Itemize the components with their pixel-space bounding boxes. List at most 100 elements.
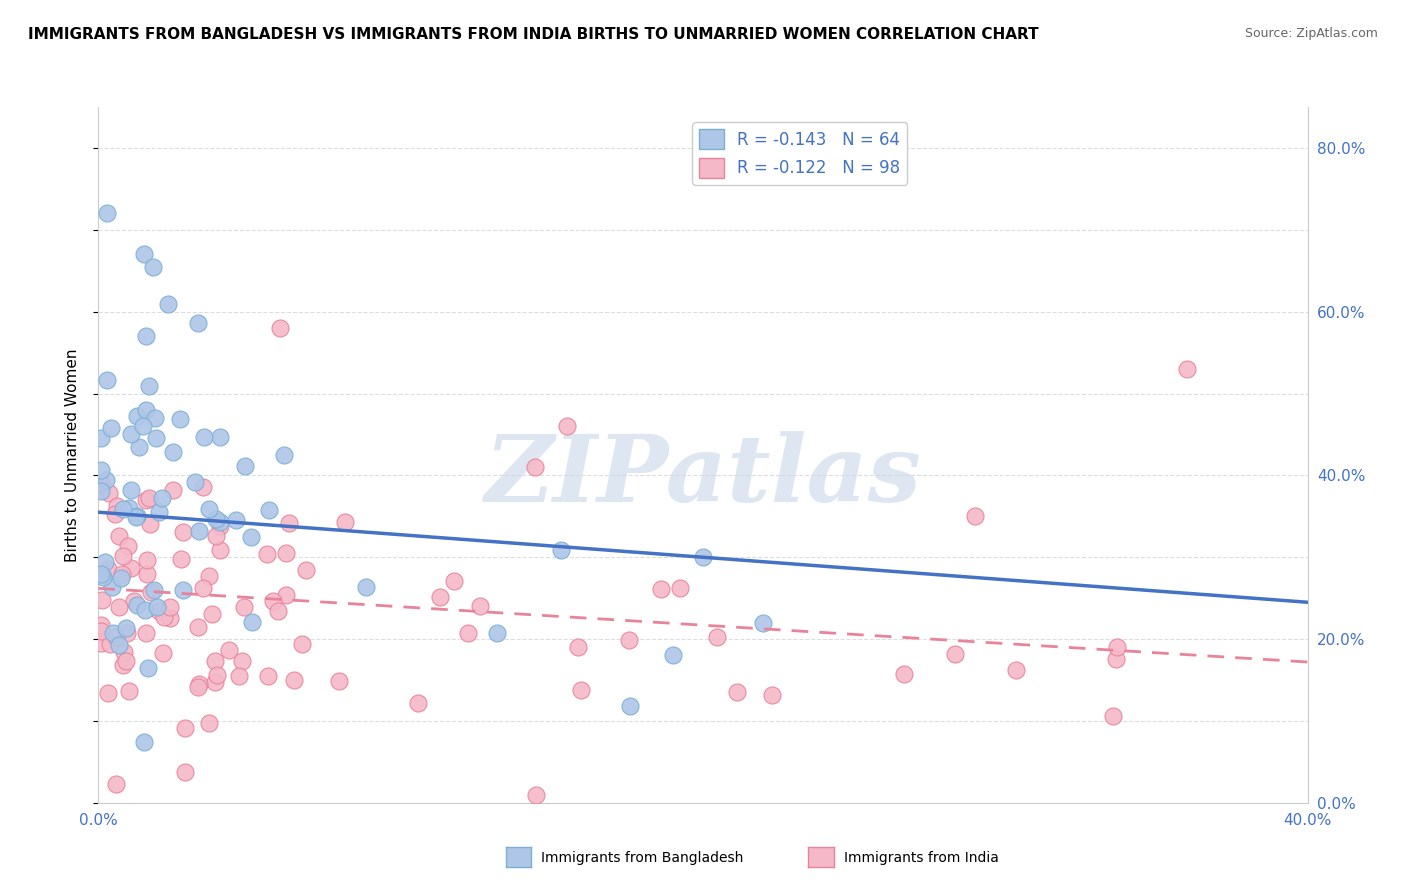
Point <box>193 480 215 494</box>
Point <box>134 735 156 749</box>
Point <box>97 562 120 576</box>
Point <box>1105 640 1128 654</box>
Point <box>205 512 228 526</box>
Point <box>197 716 219 731</box>
Point <box>274 588 297 602</box>
Point <box>115 625 138 640</box>
Text: Immigrants from India: Immigrants from India <box>844 851 998 865</box>
Point <box>429 591 451 605</box>
Point <box>619 698 641 713</box>
Point <box>90 483 112 498</box>
Point <box>105 500 128 514</box>
Point <box>90 463 112 477</box>
Point <box>662 648 685 663</box>
Point <box>104 507 127 521</box>
Point <box>761 688 783 702</box>
Point <box>143 582 166 597</box>
Point <box>120 483 142 498</box>
Point <box>112 645 135 659</box>
Point <box>108 599 131 614</box>
Point <box>187 620 209 634</box>
Point <box>146 600 169 615</box>
Point <box>115 654 138 668</box>
Point <box>283 673 305 687</box>
Point <box>485 626 508 640</box>
Point <box>294 563 316 577</box>
Point <box>136 552 159 566</box>
Y-axis label: Births to Unmarried Women: Births to Unmarried Women <box>65 348 80 562</box>
Point <box>104 630 127 644</box>
Point <box>333 515 356 529</box>
Point <box>96 373 118 387</box>
Point <box>188 677 211 691</box>
Point <box>101 626 124 640</box>
Point <box>208 519 231 533</box>
Point <box>159 611 181 625</box>
Point <box>354 581 377 595</box>
Point <box>650 582 672 597</box>
Point <box>94 555 117 569</box>
Point <box>138 378 160 392</box>
Point <box>120 427 142 442</box>
Point <box>408 696 430 710</box>
Point <box>240 615 263 629</box>
Point <box>893 666 915 681</box>
Point <box>101 580 124 594</box>
Point <box>135 329 157 343</box>
Point <box>142 260 165 274</box>
Point <box>148 604 170 618</box>
Point <box>267 604 290 618</box>
Point <box>138 661 160 675</box>
Point <box>111 566 134 581</box>
Point <box>208 516 231 530</box>
Point <box>619 633 641 648</box>
Point <box>128 441 150 455</box>
Point <box>725 685 748 699</box>
Point <box>752 615 775 630</box>
Point <box>173 721 195 735</box>
Point <box>225 512 247 526</box>
Legend: R = -0.143   N = 64, R = -0.122   N = 98: R = -0.143 N = 64, R = -0.122 N = 98 <box>692 122 907 185</box>
Point <box>132 418 155 433</box>
Point <box>172 524 194 539</box>
Point <box>162 445 184 459</box>
Point <box>117 539 139 553</box>
Point <box>205 668 228 682</box>
Point <box>191 581 214 595</box>
Point <box>209 542 232 557</box>
Point <box>170 552 193 566</box>
Point <box>134 602 156 616</box>
Point <box>145 431 167 445</box>
Point <box>1104 652 1126 666</box>
Point <box>100 637 122 651</box>
Point <box>122 593 145 607</box>
Point <box>162 483 184 498</box>
Point <box>443 574 465 588</box>
Point <box>125 510 148 524</box>
Point <box>571 682 593 697</box>
Point <box>125 599 148 613</box>
Point <box>127 509 149 524</box>
Point <box>256 547 278 561</box>
Point <box>1005 663 1028 677</box>
Point <box>90 431 112 445</box>
Point <box>112 658 135 673</box>
Point <box>90 476 112 491</box>
Point <box>231 654 253 668</box>
Point <box>96 206 118 220</box>
Text: IMMIGRANTS FROM BANGLADESH VS IMMIGRANTS FROM INDIA BIRTHS TO UNMARRIED WOMEN CO: IMMIGRANTS FROM BANGLADESH VS IMMIGRANTS… <box>28 27 1039 42</box>
Point <box>90 635 112 649</box>
Point <box>114 621 136 635</box>
Point <box>198 501 221 516</box>
Point <box>90 624 112 638</box>
Point <box>269 321 291 335</box>
Point <box>90 618 112 632</box>
Point <box>550 542 572 557</box>
Point <box>111 549 134 563</box>
Point <box>148 505 170 519</box>
Point <box>90 475 112 490</box>
Point <box>105 777 128 791</box>
Point <box>97 686 120 700</box>
Point <box>108 529 131 543</box>
Point <box>468 599 491 613</box>
